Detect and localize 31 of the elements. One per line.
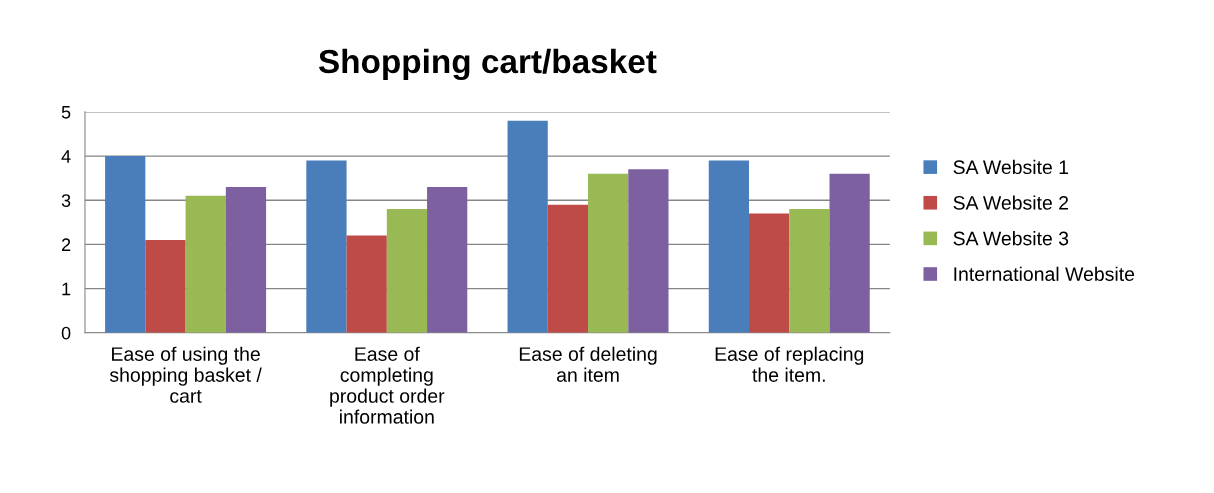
x-tick-label: Ease of deleting an item xyxy=(519,346,657,382)
x-tick-label: Ease of using the shopping basket / cart xyxy=(109,346,262,403)
bar xyxy=(185,195,226,333)
legend-label: SA Website 2 xyxy=(953,195,1069,210)
bar xyxy=(105,156,146,333)
y-tick-label: 4 xyxy=(61,150,71,163)
bar xyxy=(708,160,750,333)
bar xyxy=(507,120,548,333)
bar xyxy=(588,173,629,333)
x-tick-label: Ease of completing product order information xyxy=(330,346,445,424)
bar xyxy=(386,209,428,333)
y-tick-label: 5 xyxy=(61,106,71,119)
y-tick-label: 1 xyxy=(62,282,71,296)
bar xyxy=(547,204,589,333)
x-tick-label: Ease of replacing the item. xyxy=(715,346,864,382)
bar xyxy=(749,213,790,333)
legend-label: SA Website 3 xyxy=(953,231,1069,246)
legend-label: SA Website 1 xyxy=(953,159,1069,175)
y-tick-label: 2 xyxy=(61,238,71,251)
bar xyxy=(789,209,830,333)
legend-label: International Website xyxy=(954,266,1135,281)
bar xyxy=(225,187,267,333)
bar xyxy=(427,187,468,333)
bar xyxy=(346,235,387,333)
y-tick-label: 0 xyxy=(61,326,71,340)
bar xyxy=(829,173,870,333)
bar xyxy=(628,169,669,333)
y-tick-label: 3 xyxy=(61,194,71,207)
bar xyxy=(145,240,186,333)
chart-title: Shopping cart/basket xyxy=(318,48,657,81)
bar xyxy=(306,160,347,333)
